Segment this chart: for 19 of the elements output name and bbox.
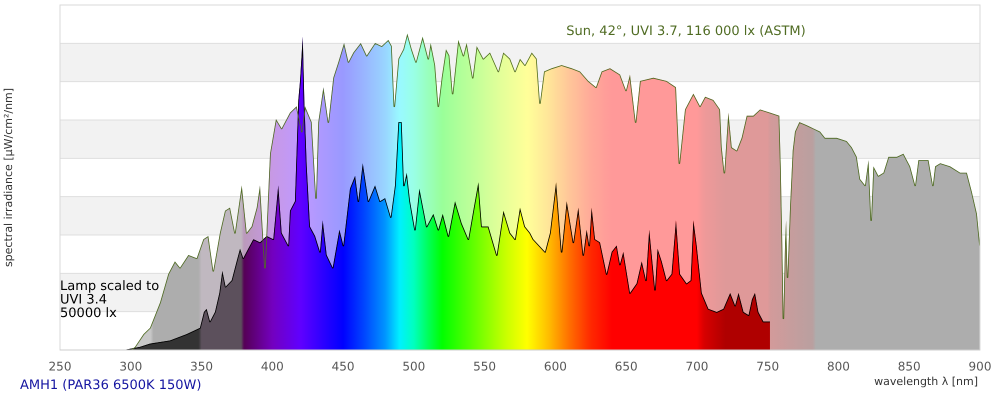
x-tick-label: 900 [968,360,992,374]
x-axis-title: wavelength λ [nm] [874,375,978,388]
x-tick-label: 500 [402,360,426,374]
x-tick-label: 700 [685,360,708,374]
x-tick-label: 400 [260,360,284,374]
annotation: Sun, 42°, UVI 3.7, 116 000 lx (ASTM) [566,24,806,39]
x-tick-label: 850 [898,360,921,374]
x-tick-label: 300 [119,360,142,374]
x-tick-label: 250 [48,360,72,374]
text: AMH1 (PAR36 6500K 150W) [20,378,202,393]
x-tick-label: 750 [756,360,780,374]
x-tick-label: 350 [190,360,213,374]
x-tick-label: 600 [544,360,567,374]
x-tick-label: 650 [614,360,638,374]
x-tick-label: 800 [827,360,850,374]
y-axis-title: spectral irradiance [µW/cm²/nm] [2,88,15,268]
x-tick-label: 550 [473,360,496,374]
x-tick-label: 450 [332,360,355,374]
annotation: Lamp scaled to UVI 3.4 50000 lx [60,279,160,321]
